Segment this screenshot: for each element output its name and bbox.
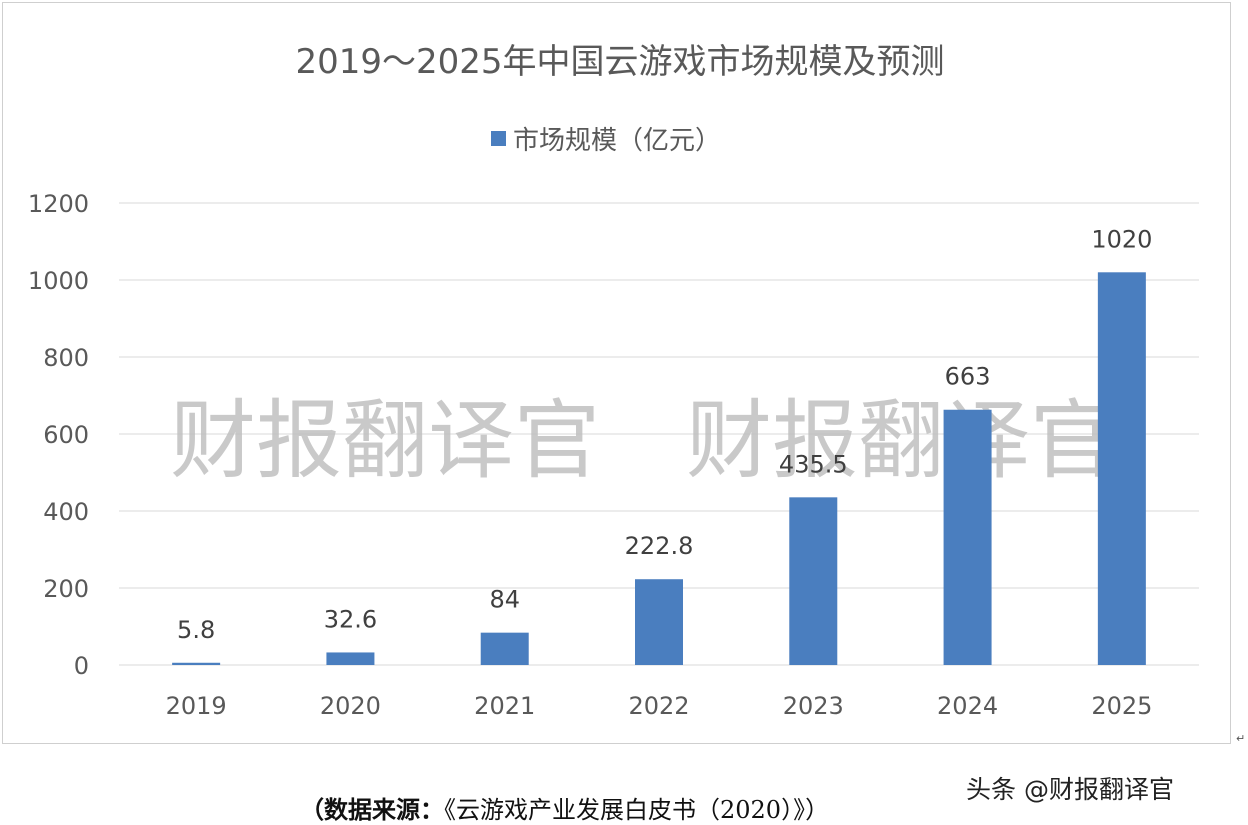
legend-swatch	[491, 131, 506, 146]
bar-2025	[1097, 272, 1146, 665]
data-label: 5.8	[177, 616, 215, 644]
y-tick-label: 0	[74, 652, 89, 680]
bar-2024	[943, 409, 992, 665]
return-mark-icon: ↵	[1236, 732, 1246, 745]
x-tick-label: 2020	[320, 692, 381, 720]
legend: 市场规模（亿元）	[491, 126, 721, 156]
x-tick-label: 2024	[937, 692, 998, 720]
bar-2020	[326, 652, 375, 665]
data-label: 1020	[1091, 225, 1152, 253]
y-tick-label: 800	[43, 344, 89, 372]
bar-chart: 2019～2025年中国云游戏市场规模及预测 市场规模（亿元） 0 200 400 6…	[28, 42, 1199, 720]
x-axis-ticks: 2019 2020 2021 2022 2023 2024 2025	[166, 692, 1153, 720]
source-lead: （数据来源：	[300, 795, 444, 824]
x-tick-label: 2021	[474, 692, 535, 720]
chart-title: 2019～2025年中国云游戏市场规模及预测	[295, 42, 944, 82]
y-axis-ticks: 0 200 400 600 800 1000 1200	[28, 190, 89, 680]
x-tick-label: 2025	[1091, 692, 1152, 720]
y-tick-label: 1200	[28, 190, 89, 218]
bars	[172, 272, 1146, 665]
y-tick-label: 600	[43, 421, 89, 449]
data-label: 222.8	[625, 532, 694, 560]
data-label: 663	[945, 363, 991, 391]
bar-2022	[635, 579, 683, 665]
x-tick-label: 2022	[628, 692, 689, 720]
y-tick-label: 200	[43, 575, 89, 603]
data-label: 435.5	[779, 450, 848, 478]
bar-2023	[789, 497, 838, 665]
data-label: 84	[489, 586, 520, 614]
bar-2021	[480, 632, 529, 665]
y-tick-label: 400	[43, 498, 89, 526]
chart-frame: 2019～2025年中国云游戏市场规模及预测 市场规模（亿元） 0 200 400 6…	[2, 2, 1231, 744]
source-note: （数据来源：《云游戏产业发展白皮书（2020）》）	[300, 790, 829, 825]
x-tick-label: 2023	[783, 692, 844, 720]
data-label: 32.6	[324, 605, 377, 633]
source-text: 《云游戏产业发展白皮书（2020）》）	[444, 796, 830, 824]
legend-label: 市场规模（亿元）	[513, 126, 721, 156]
data-labels: 5.8 32.6 84 222.8 435.5 663 1020	[177, 225, 1152, 643]
attribution-text: 头条 @财报翻译官	[966, 775, 1174, 804]
y-tick-label: 1000	[28, 267, 89, 295]
bar-2019	[172, 662, 221, 665]
x-tick-label: 2019	[166, 692, 227, 720]
gridlines	[119, 202, 1199, 666]
